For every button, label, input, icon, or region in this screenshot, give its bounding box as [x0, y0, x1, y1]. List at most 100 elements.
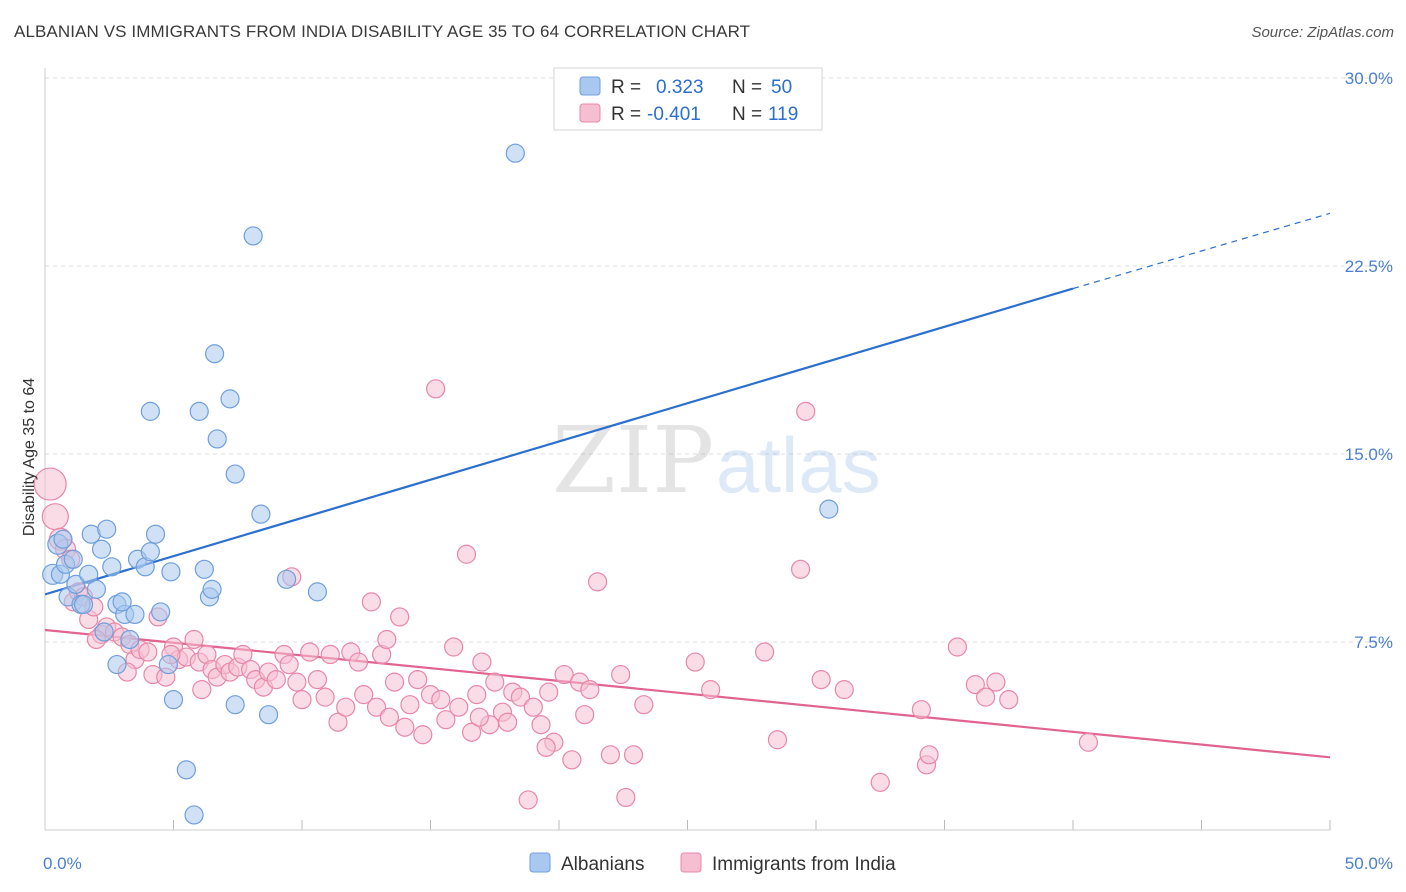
india-point-72 [485, 672, 505, 692]
albanian-point-27 [194, 559, 214, 579]
india-point-69 [467, 685, 487, 705]
albanian-point-41 [140, 401, 160, 421]
india-point-118 [575, 705, 595, 725]
albanian-point-24 [163, 690, 184, 710]
india-point-63 [431, 690, 451, 710]
india-point-80 [539, 682, 559, 702]
india-point-55 [384, 672, 405, 692]
albanian-point-10 [86, 579, 107, 599]
india-point-85 [580, 680, 600, 700]
india-point-67 [456, 544, 477, 564]
legend-r-value-1: 0.323 [656, 77, 704, 98]
india-point-46 [328, 712, 348, 732]
india-point-74 [498, 712, 518, 732]
india-point-50 [354, 685, 374, 705]
albanian-point-34 [225, 695, 245, 715]
india-point-115 [379, 707, 399, 727]
india-point-100 [870, 772, 890, 792]
india-point-66 [449, 697, 469, 717]
y-axis-title: Disability Age 35 to 64 [21, 378, 38, 536]
albanian-trend-line [44, 287, 1074, 596]
india-point-37 [266, 669, 286, 690]
source-credit: Source: ZipAtlas.com [1251, 24, 1394, 41]
albanian-point-5 [63, 549, 83, 569]
india-point-52 [366, 697, 387, 717]
india-point-90 [623, 745, 644, 765]
india-point-89 [616, 787, 636, 808]
y-tick-label-3: 30.0% [1345, 69, 1393, 88]
albanian-point-46 [53, 529, 73, 549]
india-point-91 [634, 695, 654, 715]
india-point-70 [472, 652, 492, 672]
india-point-113 [192, 680, 212, 700]
albanian-point-38 [276, 569, 297, 589]
india-point-54 [377, 629, 397, 650]
legend-bottom-label-albanians: Albanians [561, 854, 644, 875]
trend-layer [44, 212, 1331, 759]
albanian-point-16 [120, 629, 140, 650]
albanian-point-25 [176, 760, 196, 780]
india-point-51 [361, 592, 381, 612]
india-point-42 [300, 642, 320, 662]
albanian-trend-extension [1072, 212, 1331, 290]
albanian-point-20 [145, 524, 166, 544]
albanian-point-45 [73, 594, 94, 615]
albanian-point-22 [158, 654, 178, 675]
india-point-83 [562, 750, 582, 770]
legend-n-label-1: N = [732, 77, 762, 98]
albanian-point-6 [66, 574, 86, 594]
india-point-49 [348, 652, 369, 672]
albanian-point-48 [94, 622, 114, 642]
legend-r-label-1: R = [611, 77, 641, 98]
albanian-point-36 [251, 504, 271, 524]
albanian-point-49 [125, 604, 145, 625]
india-point-105 [965, 675, 985, 695]
india-point-44 [315, 687, 335, 707]
albanian-point-37 [258, 705, 279, 725]
india-point-88 [611, 664, 631, 685]
legend-swatch-albanians [579, 76, 601, 96]
india-point-97 [796, 401, 816, 421]
india-point-24 [184, 629, 204, 650]
india-point-17 [138, 642, 158, 662]
albanian-point-31 [207, 429, 227, 449]
india-point-62 [426, 379, 446, 399]
y-tick-label-2: 22.5% [1345, 257, 1393, 276]
albanian-point-21 [151, 602, 171, 622]
india-point-45 [320, 644, 340, 665]
legend-swatch-india [579, 103, 601, 123]
y-tick-label-1: 15.0% [1345, 445, 1393, 464]
albanian-point-13 [102, 557, 122, 577]
india-point-60 [413, 725, 433, 745]
albanian-points [42, 143, 839, 825]
india-point-78 [523, 697, 543, 717]
albanian-point-32 [220, 389, 240, 409]
india-point-107 [986, 672, 1006, 692]
albanian-point-11 [91, 539, 112, 559]
india-point-0 [33, 467, 67, 501]
india-point-68 [462, 722, 482, 742]
india-point-101 [911, 700, 931, 720]
legend-n-value-2: 119 [768, 104, 798, 125]
india-point-93 [701, 680, 721, 700]
india-points [33, 379, 1099, 810]
india-point-96 [790, 559, 811, 579]
india-point-117 [536, 737, 556, 757]
y-tick-label-0: 7.5% [1354, 633, 1393, 652]
india-point-76 [510, 687, 531, 707]
albanian-point-30 [205, 344, 225, 364]
india-point-104 [947, 637, 967, 657]
india-point-43 [307, 669, 328, 690]
albanian-point-33 [225, 464, 245, 484]
legend-bottom-label-india: Immigrants from India [712, 854, 896, 875]
india-point-98 [811, 669, 831, 690]
x-tick-label-0: 0.0% [43, 854, 82, 873]
legend-top: R = 0.323 N = 50 R = -0.401 N = 119 [553, 67, 823, 131]
watermark-zip: ZIP [552, 407, 714, 514]
india-trend-line [44, 628, 1331, 759]
legend-r-label-2: R = [611, 104, 641, 125]
india-point-41 [292, 690, 312, 710]
india-point-65 [444, 637, 464, 657]
india-point-79 [531, 715, 551, 735]
legend-n-value-1: 50 [771, 77, 792, 98]
